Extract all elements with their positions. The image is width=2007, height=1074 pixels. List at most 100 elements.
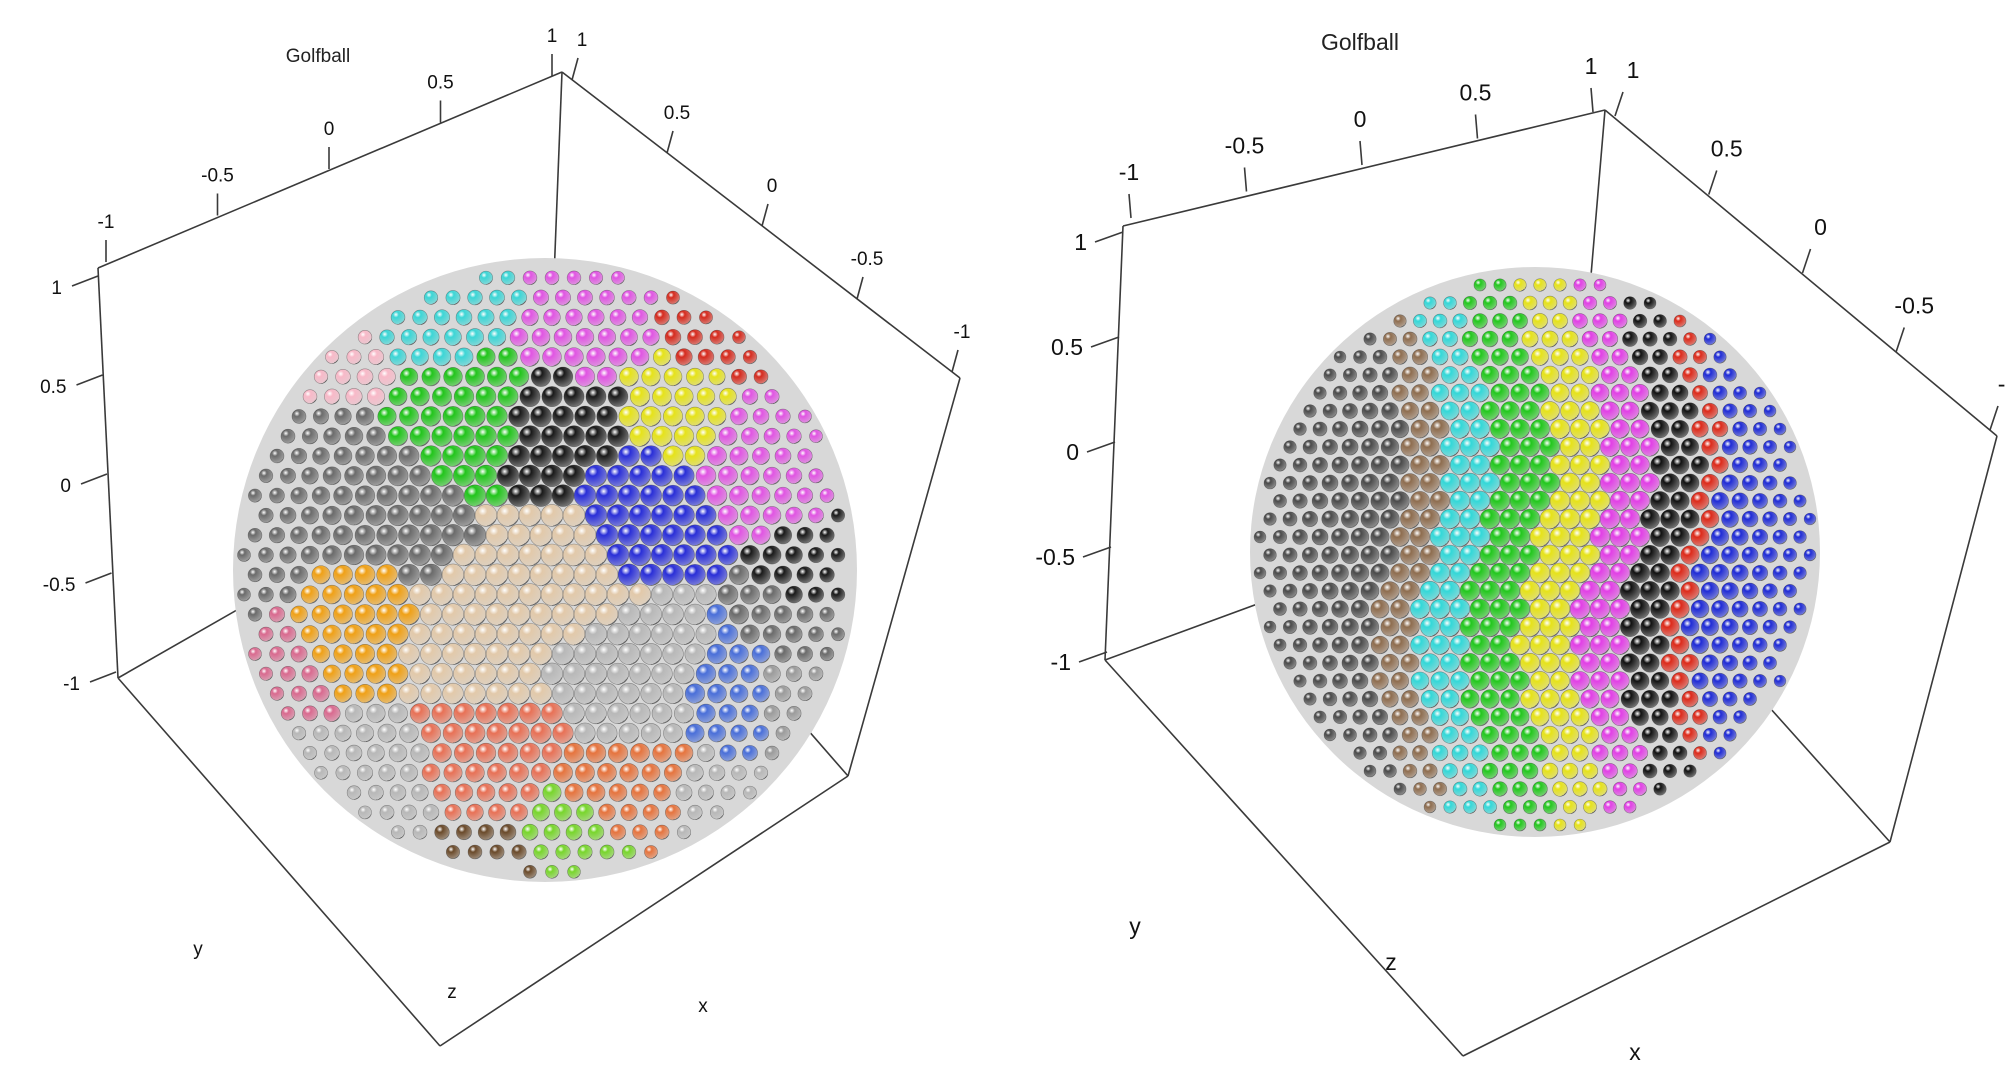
bead bbox=[1439, 544, 1461, 566]
bead bbox=[1341, 474, 1359, 492]
bead bbox=[519, 742, 541, 764]
bead bbox=[1470, 419, 1490, 439]
bead bbox=[398, 524, 420, 547]
bead bbox=[1741, 582, 1759, 600]
bead bbox=[366, 703, 386, 723]
bead bbox=[1660, 545, 1680, 565]
bead bbox=[1501, 330, 1519, 348]
bead bbox=[1700, 473, 1720, 493]
bead bbox=[731, 765, 747, 781]
bead bbox=[1253, 530, 1267, 544]
bead bbox=[607, 702, 629, 725]
bead bbox=[1600, 689, 1620, 709]
bead bbox=[498, 347, 518, 367]
bead bbox=[333, 564, 353, 585]
bead bbox=[1441, 366, 1459, 384]
bead bbox=[1321, 618, 1339, 636]
bead bbox=[1642, 763, 1658, 779]
bead bbox=[485, 484, 509, 507]
bead bbox=[718, 465, 738, 486]
bead bbox=[509, 327, 529, 347]
bead bbox=[1713, 350, 1727, 364]
bead bbox=[763, 466, 781, 485]
bead bbox=[1520, 401, 1540, 421]
bead bbox=[1610, 419, 1630, 439]
bead bbox=[662, 563, 684, 586]
bead bbox=[258, 626, 274, 642]
bead bbox=[463, 484, 487, 507]
bead bbox=[540, 504, 564, 527]
bead bbox=[411, 784, 429, 802]
bead bbox=[1410, 635, 1430, 655]
bead bbox=[453, 425, 475, 447]
bead bbox=[486, 405, 508, 428]
bead bbox=[742, 349, 758, 365]
bead bbox=[740, 505, 760, 526]
bead bbox=[1573, 818, 1587, 832]
bead bbox=[452, 623, 476, 646]
bead bbox=[346, 785, 362, 800]
bead bbox=[1479, 472, 1501, 494]
bead bbox=[707, 446, 727, 466]
bead bbox=[311, 486, 331, 505]
bead bbox=[674, 387, 694, 407]
box-edge bbox=[847, 377, 961, 777]
bead bbox=[1350, 527, 1370, 547]
bead bbox=[1441, 726, 1459, 744]
bead bbox=[684, 485, 706, 507]
bead bbox=[354, 643, 376, 665]
bead bbox=[1521, 762, 1539, 780]
bead bbox=[830, 547, 846, 563]
bead bbox=[598, 803, 616, 822]
bead bbox=[496, 504, 520, 527]
bead bbox=[706, 564, 728, 586]
bead bbox=[432, 386, 452, 407]
bead bbox=[1530, 383, 1550, 403]
bead bbox=[334, 407, 352, 426]
bead bbox=[1481, 726, 1499, 744]
bead bbox=[1612, 313, 1628, 329]
bead bbox=[785, 625, 803, 643]
bead bbox=[1493, 818, 1507, 832]
bead bbox=[1321, 474, 1339, 492]
bead bbox=[333, 525, 353, 546]
bead bbox=[1521, 330, 1539, 348]
bead bbox=[1559, 580, 1581, 602]
bead bbox=[640, 484, 662, 507]
bead bbox=[662, 445, 684, 467]
bead bbox=[1630, 491, 1650, 511]
bead bbox=[431, 464, 453, 487]
bead bbox=[365, 544, 387, 566]
bead bbox=[630, 743, 650, 763]
bead bbox=[247, 607, 263, 622]
bead bbox=[773, 526, 793, 545]
bead bbox=[489, 844, 505, 860]
bead bbox=[479, 270, 493, 285]
box-edge bbox=[1462, 841, 1891, 1057]
bead bbox=[1350, 599, 1370, 619]
bead bbox=[774, 645, 792, 663]
bead bbox=[1332, 421, 1348, 437]
bead bbox=[355, 683, 375, 704]
bead bbox=[1533, 278, 1547, 292]
bead bbox=[467, 844, 483, 860]
bead bbox=[1711, 672, 1729, 690]
bead bbox=[507, 523, 531, 547]
bead bbox=[1360, 509, 1380, 529]
bead bbox=[280, 665, 296, 682]
bead bbox=[774, 486, 792, 505]
bead bbox=[1490, 419, 1510, 439]
bead bbox=[654, 824, 670, 840]
bead bbox=[1402, 763, 1418, 779]
bead bbox=[1680, 473, 1700, 493]
bead bbox=[584, 504, 608, 527]
bead bbox=[1529, 562, 1551, 584]
bead bbox=[1599, 544, 1621, 566]
bead bbox=[398, 563, 420, 586]
bead bbox=[1579, 580, 1601, 602]
bead bbox=[333, 604, 353, 625]
bead bbox=[619, 367, 639, 387]
tick-top-left-mark bbox=[1359, 140, 1363, 166]
bead bbox=[1282, 511, 1298, 527]
bead bbox=[518, 543, 542, 567]
